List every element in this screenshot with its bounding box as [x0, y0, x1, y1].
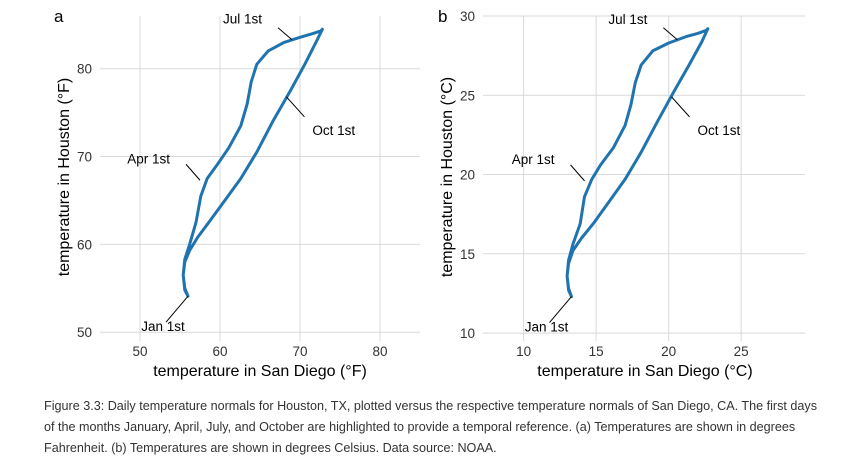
panel-a-temperature-curve: [181, 27, 324, 298]
panel-a-y-axis-title: temperature in Houston (°F): [56, 78, 73, 276]
figure: a 50 60 70 80 50 60 70 80 Jan 1st Apr 1st Jul 1st…: [54, 7, 805, 380]
annotation-leader-line: [185, 163, 201, 181]
annotation-label: Jul 1st: [223, 12, 262, 27]
annotation-leader-line: [570, 164, 585, 182]
x-tick-label: 60: [212, 344, 227, 359]
y-tick-label: 70: [77, 150, 92, 165]
panel-b-tick-labels: 10 15 20 25 10 15 20 25 30: [460, 9, 749, 359]
x-tick-label: 25: [734, 344, 749, 359]
annotation-leader-line: [165, 295, 189, 323]
x-tick-label: 20: [661, 344, 676, 359]
y-tick-label: 10: [460, 326, 475, 341]
panel-a: a 50 60 70 80 50 60 70 80 Jan 1st Apr 1st Jul 1st…: [54, 7, 420, 380]
figure-caption: Figure 3.3: Daily temperature normals fo…: [44, 399, 818, 455]
panel-a-annotations: Jan 1st Apr 1st Jul 1st Oct 1st: [127, 12, 355, 334]
annotation-label: Oct 1st: [312, 123, 355, 138]
panel-b-gridlines: [483, 15, 805, 341]
y-tick-label: 60: [77, 237, 92, 252]
annotation-label: Oct 1st: [698, 123, 741, 138]
y-tick-label: 15: [460, 247, 475, 262]
y-tick-label: 20: [460, 168, 475, 183]
annotation-label: Apr 1st: [127, 151, 170, 166]
y-tick-label: 30: [460, 9, 475, 24]
panel-b: b 10 15 20 25 10 15 20 25 30 Jan 1st Apr 1st Jul 1…: [438, 7, 805, 380]
annotation-label: Jan 1st: [141, 319, 185, 334]
x-tick-label: 70: [292, 344, 307, 359]
panel-b-tag: b: [438, 7, 447, 26]
panel-a-x-axis-title: temperature in San Diego (°F): [153, 363, 367, 380]
annotation-label: Apr 1st: [512, 152, 555, 167]
x-tick-label: 80: [372, 344, 387, 359]
panel-b-y-axis-title: temperature in Houston (°C): [439, 77, 456, 277]
x-tick-label: 10: [516, 344, 531, 359]
y-tick-label: 80: [77, 62, 92, 77]
annotation-label: Jan 1st: [525, 320, 569, 335]
panel-b-temperature-curve: [565, 27, 710, 299]
panel-b-x-axis-title: temperature in San Diego (°C): [537, 363, 752, 380]
panel-a-gridlines: [100, 16, 420, 341]
x-tick-label: 15: [589, 344, 604, 359]
annotation-leader-line: [549, 296, 572, 323]
panel-a-tag: a: [54, 7, 64, 26]
panel-a-tick-labels: 50 60 70 80 50 60 70 80: [77, 62, 388, 359]
annotation-leader-line: [671, 96, 690, 118]
y-tick-label: 50: [77, 325, 92, 340]
annotation-leader-line: [663, 27, 678, 41]
x-tick-label: 50: [132, 344, 147, 359]
panel-b-annotations: Jan 1st Apr 1st Jul 1st Oct 1st: [512, 12, 741, 335]
y-tick-label: 25: [460, 88, 475, 103]
annotation-leader-line: [286, 96, 305, 118]
annotation-leader-line: [277, 27, 293, 41]
annotation-label: Jul 1st: [608, 12, 647, 27]
